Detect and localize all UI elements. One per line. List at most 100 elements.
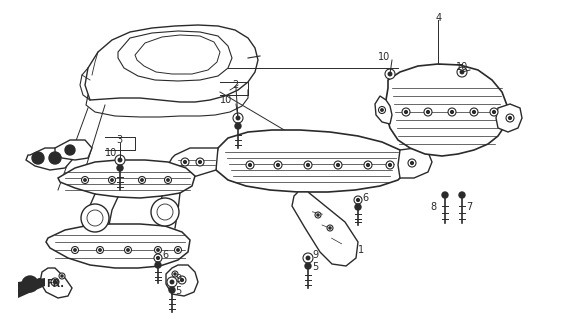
Text: 8: 8 <box>430 202 436 212</box>
Circle shape <box>125 246 132 253</box>
Circle shape <box>306 256 310 260</box>
Circle shape <box>181 279 184 281</box>
Circle shape <box>385 69 395 79</box>
Circle shape <box>457 67 467 77</box>
Circle shape <box>354 196 362 204</box>
Circle shape <box>174 273 176 275</box>
Circle shape <box>127 249 129 251</box>
Circle shape <box>170 280 174 284</box>
Circle shape <box>472 111 475 113</box>
Circle shape <box>451 111 454 113</box>
Circle shape <box>336 164 339 166</box>
Circle shape <box>154 254 162 262</box>
Circle shape <box>470 108 478 116</box>
Circle shape <box>388 72 392 76</box>
Text: 9: 9 <box>312 250 318 260</box>
Polygon shape <box>398 148 432 178</box>
Circle shape <box>329 227 331 229</box>
Circle shape <box>167 179 169 181</box>
Circle shape <box>307 164 309 166</box>
Circle shape <box>196 158 204 166</box>
Circle shape <box>138 177 145 183</box>
Circle shape <box>22 276 38 292</box>
Text: 6: 6 <box>162 250 168 260</box>
Circle shape <box>303 253 313 263</box>
Polygon shape <box>292 192 358 266</box>
Circle shape <box>167 277 177 287</box>
Circle shape <box>364 161 372 169</box>
Circle shape <box>460 70 464 74</box>
Circle shape <box>327 225 333 231</box>
Circle shape <box>424 108 432 116</box>
Circle shape <box>509 116 511 119</box>
Polygon shape <box>496 104 522 132</box>
Text: 6: 6 <box>362 193 368 203</box>
Circle shape <box>61 275 63 277</box>
Circle shape <box>388 164 391 166</box>
Circle shape <box>74 249 76 251</box>
Circle shape <box>165 177 172 183</box>
Polygon shape <box>168 148 218 178</box>
Circle shape <box>155 262 161 268</box>
Circle shape <box>304 161 312 169</box>
Circle shape <box>115 155 125 165</box>
Circle shape <box>334 161 342 169</box>
Circle shape <box>157 257 160 260</box>
Text: 4: 4 <box>436 13 442 23</box>
Circle shape <box>177 249 179 251</box>
Text: 10: 10 <box>456 62 468 72</box>
Text: FR.: FR. <box>46 279 64 289</box>
Polygon shape <box>215 130 408 192</box>
Circle shape <box>54 281 57 284</box>
Polygon shape <box>386 64 508 156</box>
Circle shape <box>448 108 456 116</box>
Circle shape <box>506 114 514 122</box>
Circle shape <box>236 116 240 120</box>
Circle shape <box>315 212 321 218</box>
Text: 10: 10 <box>220 95 232 105</box>
Text: 9: 9 <box>175 274 181 284</box>
Circle shape <box>386 161 394 169</box>
Circle shape <box>118 158 122 162</box>
Circle shape <box>97 246 104 253</box>
Circle shape <box>49 152 61 164</box>
Circle shape <box>317 214 319 216</box>
Circle shape <box>111 179 113 181</box>
Circle shape <box>356 199 359 201</box>
Circle shape <box>274 161 282 169</box>
Circle shape <box>305 263 311 269</box>
Circle shape <box>157 249 159 251</box>
Circle shape <box>459 192 465 198</box>
Circle shape <box>490 108 498 116</box>
Circle shape <box>174 246 181 253</box>
Circle shape <box>246 161 254 169</box>
Circle shape <box>99 249 101 251</box>
Circle shape <box>198 161 201 164</box>
Circle shape <box>492 111 495 113</box>
Circle shape <box>184 161 186 164</box>
Polygon shape <box>46 224 190 268</box>
Circle shape <box>154 246 161 253</box>
Text: 5: 5 <box>312 262 318 272</box>
Circle shape <box>178 276 186 284</box>
Circle shape <box>408 159 416 167</box>
Polygon shape <box>58 160 195 198</box>
Circle shape <box>402 108 410 116</box>
Circle shape <box>72 246 78 253</box>
Circle shape <box>235 123 241 129</box>
Circle shape <box>181 158 189 166</box>
Circle shape <box>442 192 448 198</box>
Circle shape <box>151 198 179 226</box>
Text: 3: 3 <box>116 135 122 145</box>
Circle shape <box>411 162 414 164</box>
Circle shape <box>381 109 383 111</box>
Circle shape <box>109 177 116 183</box>
Text: 5: 5 <box>175 286 181 296</box>
Text: 7: 7 <box>466 202 472 212</box>
Circle shape <box>233 113 243 123</box>
Circle shape <box>367 164 370 166</box>
Circle shape <box>404 111 407 113</box>
Circle shape <box>117 165 123 171</box>
Polygon shape <box>26 148 72 170</box>
Circle shape <box>277 164 279 166</box>
